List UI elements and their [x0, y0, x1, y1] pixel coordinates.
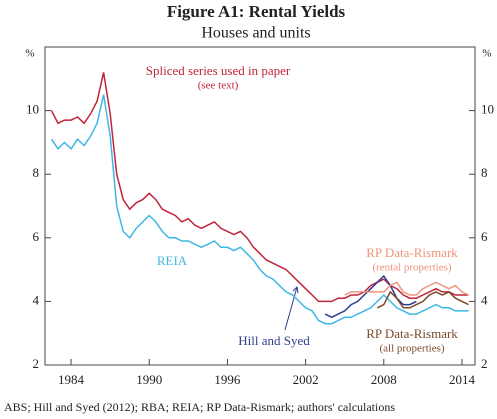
- arrow-head: [292, 285, 299, 294]
- series-line: [50, 94, 469, 325]
- series-label: REIA: [157, 253, 188, 268]
- series-line: [324, 274, 417, 319]
- annotation-arrow: [284, 286, 298, 331]
- series-note: (rental properties): [372, 262, 451, 274]
- series-label: RP Data-Rismark: [366, 326, 458, 341]
- y-tick-label: 6: [33, 229, 40, 244]
- series-label: Spliced series used in paper: [146, 63, 291, 78]
- y-tick-label: 8: [33, 165, 40, 180]
- series-line: [50, 72, 469, 303]
- series-line: [344, 281, 469, 296]
- x-tick-label: 1990: [136, 372, 162, 387]
- series-label: RP Data-Rismark: [366, 245, 458, 260]
- x-tick-label: 2002: [293, 372, 319, 387]
- y-tick-label: 6: [481, 229, 488, 244]
- y-tick-label: 10: [481, 102, 494, 117]
- y-tick-label: 4: [481, 292, 488, 307]
- plot-frame: [44, 46, 476, 366]
- y-tick-label: 4: [33, 292, 40, 307]
- x-tick-label: 1996: [214, 372, 241, 387]
- series-note: (see text): [198, 80, 239, 92]
- y-tick-label: 8: [481, 165, 488, 180]
- y-tick-label: 10: [26, 102, 39, 117]
- y-tick-label: 2: [481, 356, 488, 371]
- x-tick-label: 2014: [449, 372, 476, 387]
- series-note: (all properties): [379, 343, 444, 355]
- x-tick-label: 2008: [371, 372, 397, 387]
- source-note: ABS; Hill and Syed (2012); RBA; REIA; RP…: [4, 400, 395, 414]
- series-label: Hill and Syed: [238, 333, 310, 348]
- y-unit: %: [482, 48, 491, 60]
- series-line: [376, 290, 469, 309]
- chart-title: Figure A1: Rental Yields: [167, 2, 346, 21]
- y-unit: %: [25, 48, 34, 60]
- y-tick-label: 2: [33, 356, 40, 371]
- chart-subtitle: Houses and units: [201, 25, 310, 42]
- x-tick-label: 1984: [58, 372, 85, 387]
